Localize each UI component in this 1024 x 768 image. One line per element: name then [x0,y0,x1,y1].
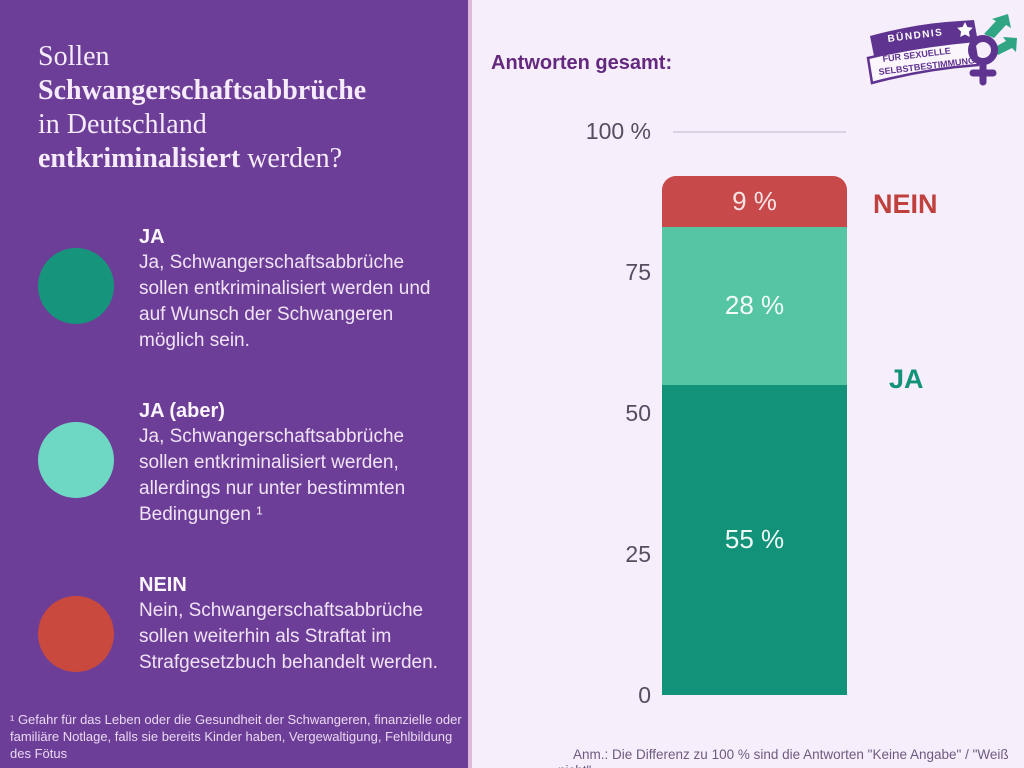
legend-text-ja: JA Ja, Schwangerschaftsabbrüche sollen e… [139,224,448,354]
legend-label-nein: NEIN [139,574,187,596]
legend-label-ja-aber: JA (aber) [139,400,225,422]
title-line-4-bold: entkriminalisiert [38,143,241,174]
legend-item-nein: NEIN Nein, Schwangerschaftsabbrüche soll… [38,572,448,676]
page-title: Sollen Schwangerschaftsabbrüche in Deuts… [38,40,366,176]
bar-chart-area: 100 % 75 50 25 0 55 % 28 % 9 % NEIN JA [472,0,1024,768]
legend-item-ja: JA Ja, Schwangerschaftsabbrüche sollen e… [38,224,448,354]
y-axis-tick: 100 % [585,118,651,144]
source-note: Anm.: Die Differenz zu 100 % sind die An… [558,731,1024,768]
segment-value-ja: 55 % [724,524,785,555]
footnote: ¹ Gefahr für das Leben oder die Gesundhe… [10,712,462,761]
bar-segment-ja: 55 % [662,384,847,695]
title-line-4-rest: werden? [240,143,343,174]
segment-value-ja-aber: 28 % [724,290,785,321]
legend-text-nein: NEIN Nein, Schwangerschaftsabbrüche soll… [139,572,448,676]
chart-panel: Antworten gesamt: BÜNDNIS FÜR SEXUELLE S… [472,0,1024,768]
ja-aber-color-dot [38,422,114,498]
legend-desc-ja-aber: Ja, Schwangerschaftsabbrüche sollen entk… [139,426,406,525]
banner-top: BÜNDNIS [870,20,978,56]
note-line-1: Anm.: Die Differenz zu 100 % sind die An… [558,747,1009,768]
legend-label-ja: JA [139,226,165,248]
legend-text-ja-aber: JA (aber) Ja, Schwangerschaftsabbrüche s… [139,398,448,528]
stacked-bar: 55 % 28 % 9 % [662,176,847,695]
y-axis-tick: 75 [625,259,651,285]
question-panel: Sollen Schwangerschaftsabbrüche in Deuts… [0,0,468,768]
gridline-100pct [673,131,846,133]
bar-segment-nein: 9 % [662,176,847,227]
title-line-2: Schwangerschaftsabbrüche [38,75,367,106]
nein-color-dot [38,596,114,672]
category-label-ja: JA [889,364,924,395]
legend-desc-ja: Ja, Schwangerschaftsabbrüche sollen entk… [139,252,431,351]
buendnis-logo: BÜNDNIS FÜR SEXUELLE SELBSTBESTIMMUNG [866,14,1017,86]
title-line-1: Sollen [38,41,110,72]
segment-value-nein: 9 % [732,186,777,217]
arrows-icon [984,14,1017,55]
y-axis-tick: 25 [625,541,651,567]
bar-segment-ja-aber: 28 % [662,226,847,385]
panel-divider [468,0,472,768]
ja-color-dot [38,248,114,324]
answer-legend: JA Ja, Schwangerschaftsabbrüche sollen e… [38,224,448,720]
female-symbol-icon [968,35,998,86]
legend-item-ja-aber: JA (aber) Ja, Schwangerschaftsabbrüche s… [38,398,448,528]
category-label-nein: NEIN [873,189,938,220]
y-axis-tick: 50 [625,400,651,426]
legend-desc-nein: Nein, Schwangerschaftsabbrüche sollen we… [139,600,438,673]
chart-title: Antworten gesamt: [491,52,673,74]
star-icon [957,22,973,37]
title-line-3: in Deutschland [38,109,207,140]
y-axis-tick: 0 [638,682,651,708]
